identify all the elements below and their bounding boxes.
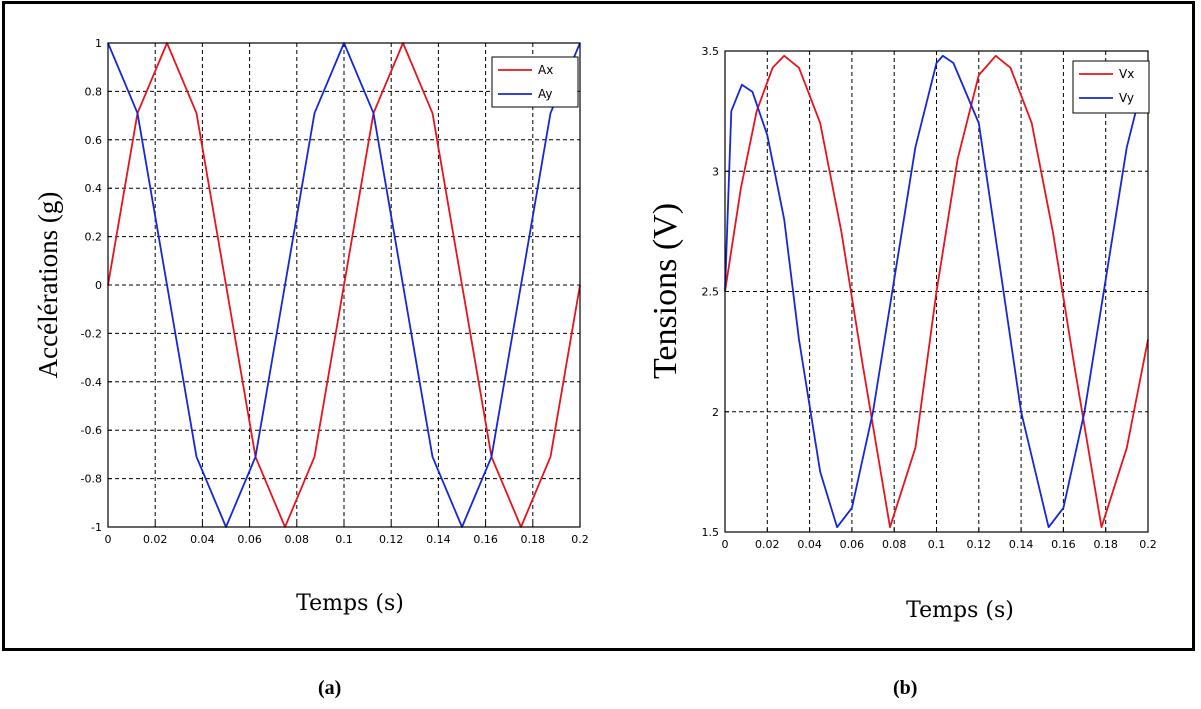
- caption-a: (a): [318, 677, 342, 699]
- caption-b: (b): [893, 677, 918, 699]
- figure-frame: [2, 1, 1195, 651]
